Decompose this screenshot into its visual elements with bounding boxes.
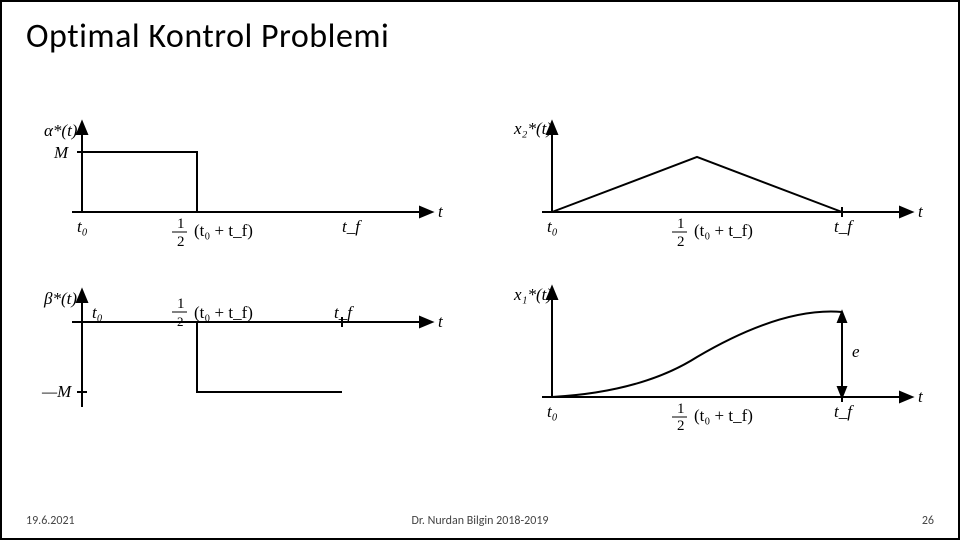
beta-half-den: 2 xyxy=(177,314,184,329)
x1-t: t xyxy=(918,387,924,406)
plot-alpha: α*(t) M t₀ 1 2 (t₀ + t_f) t_f t xyxy=(22,112,462,252)
footer-page: 26 xyxy=(922,514,934,528)
x2-t: t xyxy=(918,202,924,221)
x1-mid-expr: (t₀ + t_f) xyxy=(694,406,753,425)
x1-half-den: 2 xyxy=(677,418,685,432)
plot-beta: β*(t) —M t₀ 1 2 (t₀ + t_f) t_f t xyxy=(22,282,462,432)
x2-ylabel: x₂*(t) xyxy=(513,119,552,138)
x2-tf: t_f xyxy=(834,217,854,236)
alpha-ylabel: α*(t) xyxy=(44,121,78,140)
beta-ylabel: β*(t) xyxy=(43,289,77,308)
x2-t0: t₀ xyxy=(547,217,558,236)
beta-t: t xyxy=(438,312,444,331)
alpha-M-label: M xyxy=(53,143,69,162)
alpha-t0: t₀ xyxy=(77,217,88,236)
x1-tf: t_f xyxy=(834,402,854,421)
beta-half-num: 1 xyxy=(177,296,185,312)
alpha-t: t xyxy=(438,202,444,221)
alpha-mid-expr: (t₀ + t_f) xyxy=(194,221,253,240)
beta-minus-M: —M xyxy=(41,382,72,401)
beta-tf: t_f xyxy=(334,303,354,322)
plot-x1: x₁*(t) e t₀ 1 2 (t₀ + t_f) t_f t xyxy=(502,282,942,432)
slide-frame: Optimal Kontrol Problemi α*(t) xyxy=(0,0,960,540)
plot-alpha-svg: α*(t) M t₀ 1 2 (t₀ + t_f) t_f t xyxy=(22,112,462,252)
x1-t0: t₀ xyxy=(547,402,558,421)
x2-mid-expr: (t₀ + t_f) xyxy=(694,221,753,240)
x1-e-label: e xyxy=(852,342,860,361)
plots-area: α*(t) M t₀ 1 2 (t₀ + t_f) t_f t xyxy=(22,92,938,478)
beta-mid-expr: (t₀ + t_f) xyxy=(194,303,253,322)
plot-beta-svg: β*(t) —M t₀ 1 2 (t₀ + t_f) t_f t xyxy=(22,282,462,432)
plot-x1-svg: x₁*(t) e t₀ 1 2 (t₀ + t_f) t_f t xyxy=(502,282,942,432)
alpha-half-den: 2 xyxy=(177,234,185,250)
page-title: Optimal Kontrol Problemi xyxy=(26,16,389,57)
x2-half-num: 1 xyxy=(677,216,685,232)
alpha-tf: t_f xyxy=(342,217,362,236)
x2-half-den: 2 xyxy=(677,234,685,250)
x1-ylabel: x₁*(t) xyxy=(513,285,552,304)
plot-x2-svg: x₂*(t) t₀ 1 2 (t₀ + t_f) t_f t xyxy=(502,112,942,252)
beta-t0: t₀ xyxy=(92,303,103,322)
alpha-half-num: 1 xyxy=(177,216,185,232)
footer-author: Dr. Nurdan Bilgin 2018-2019 xyxy=(2,514,958,528)
x1-half-num: 1 xyxy=(677,401,685,417)
plot-x2: x₂*(t) t₀ 1 2 (t₀ + t_f) t_f t xyxy=(502,112,942,252)
